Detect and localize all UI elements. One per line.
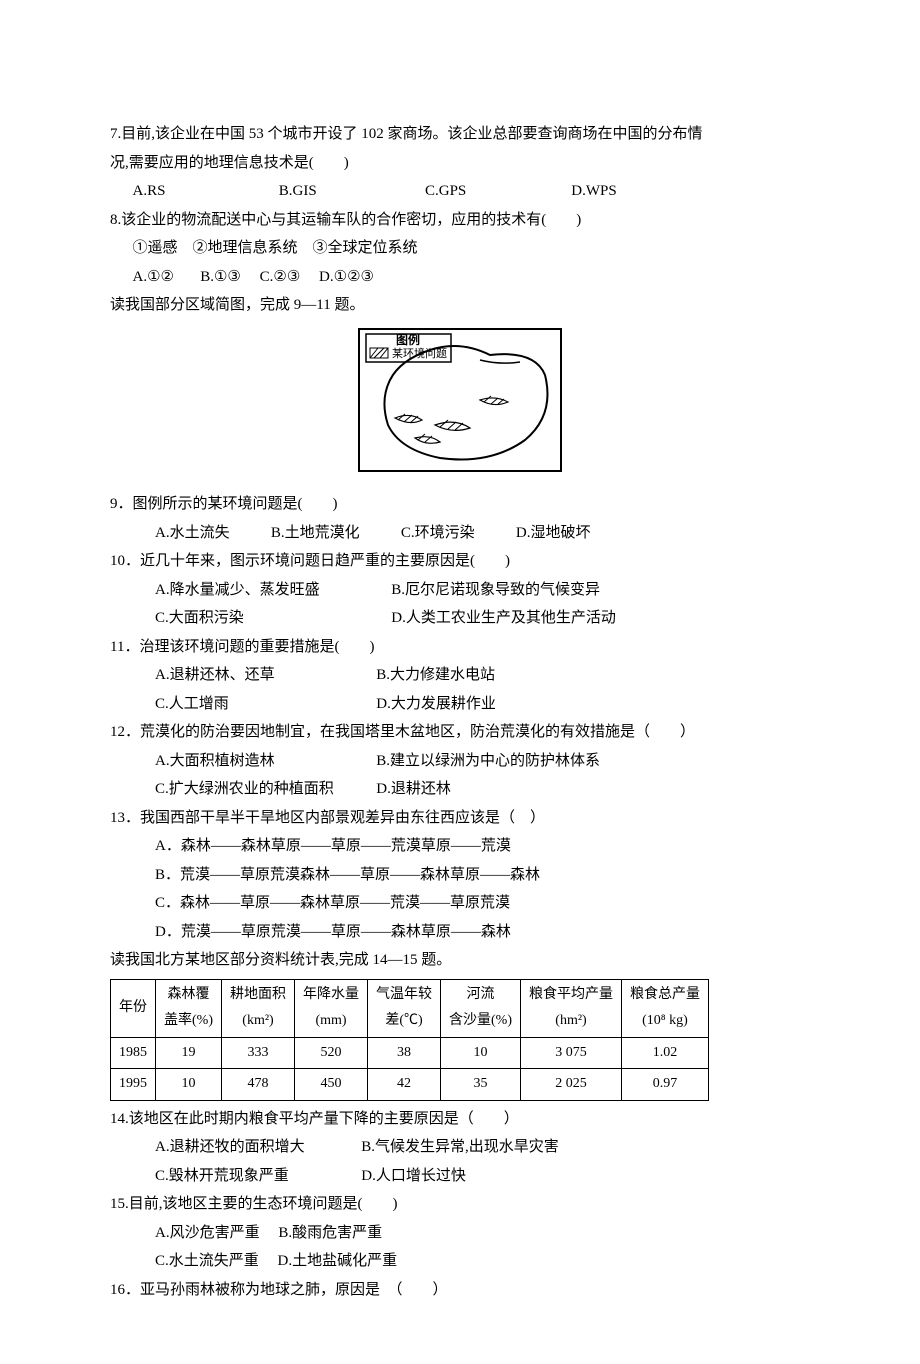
q11-options-row1: A.退耕还林、还草 B.大力修建水电站: [110, 661, 810, 690]
q13-opt-c: C．森林——草原——森林草原——荒漠——草原荒漠: [110, 889, 810, 918]
th-year: 年份: [111, 979, 156, 1037]
q7-opt-b: B.GIS: [279, 177, 384, 206]
cell: 1985: [111, 1037, 156, 1069]
q15-opt-b: B.酸雨危害严重: [278, 1219, 382, 1248]
q15-opt-d: D.土地盐碱化严重: [278, 1247, 398, 1276]
cell: 1.02: [622, 1037, 709, 1069]
q14-stem: 14.该地区在此时期内粮食平均产量下降的主要原因是（ ）: [110, 1105, 810, 1134]
cell: 10: [441, 1037, 521, 1069]
q7-stem-line1: 7.目前,该企业在中国 53 个城市开设了 102 家商场。该企业总部要查询商场…: [110, 120, 810, 149]
q12-options-row1: A.大面积植树造林 B.建立以绿洲为中心的防护林体系: [110, 747, 810, 776]
table-row: 1985 19 333 520 38 10 3 075 1.02: [111, 1037, 709, 1069]
th-rain: 年降水量(mm): [295, 979, 368, 1037]
cell: 35: [441, 1069, 521, 1101]
th-forest: 森林覆盖率(%): [156, 979, 222, 1037]
q9-opt-a: A.水土流失: [155, 519, 230, 548]
q15-opt-a: A.风沙危害严重: [155, 1219, 260, 1248]
q7-stem-line2: 况,需要应用的地理信息技术是( ): [110, 149, 810, 178]
q8-opt-d: D.①②③: [319, 263, 374, 292]
q15-stem: 15.目前,该地区主要的生态环境问题是( ): [110, 1190, 810, 1219]
th-avg: 粮食平均产量(hm²): [521, 979, 622, 1037]
q15-options-row1: A.风沙危害严重 B.酸雨危害严重: [110, 1219, 810, 1248]
cell: 10: [156, 1069, 222, 1101]
q14-opt-c: C.毁林开荒现象严重: [155, 1162, 350, 1191]
q12-options-row2: C.扩大绿洲农业的种植面积 D.退耕还林: [110, 775, 810, 804]
cell: 333: [222, 1037, 295, 1069]
q11-opt-d: D.大力发展耕作业: [376, 690, 541, 719]
map-figure: 图例 某环境问题: [110, 328, 810, 483]
cell: 42: [368, 1069, 441, 1101]
cell: 3 075: [521, 1037, 622, 1069]
q11-opt-b: B.大力修建水电站: [376, 661, 541, 690]
q10-stem: 10．近几十年来，图示环境问题日趋严重的主要原因是( ): [110, 547, 810, 576]
q14-opt-b: B.气候发生异常,出现水旱灾害: [361, 1133, 559, 1162]
cell: 478: [222, 1069, 295, 1101]
th-sand: 河流含沙量(%): [441, 979, 521, 1037]
cell: 1995: [111, 1069, 156, 1101]
q13-stem: 13．我国西部干旱半干旱地区内部景观差异由东往西应该是（ ）: [110, 804, 810, 833]
q7-opt-d: D.WPS: [571, 177, 616, 206]
table-row: 1995 10 478 450 42 35 2 025 0.97: [111, 1069, 709, 1101]
stats-table: 年份 森林覆盖率(%) 耕地面积(km²) 年降水量(mm) 气温年较差(℃) …: [110, 979, 709, 1101]
th-total: 粮食总产量(10⁸ kg): [622, 979, 709, 1037]
q10-opt-d: D.人类工农业生产及其他生产活动: [391, 604, 616, 633]
q10-options-row2: C.大面积污染 D.人类工农业生产及其他生产活动: [110, 604, 810, 633]
q7-opt-a: A.RS: [133, 177, 238, 206]
q13-opt-d: D．荒漠——草原荒漠——草原——森林草原——森林: [110, 918, 810, 947]
q12-opt-b: B.建立以绿洲为中心的防护林体系: [376, 747, 600, 776]
th-farm: 耕地面积(km²): [222, 979, 295, 1037]
q8-opt-b: B.①③: [200, 263, 241, 292]
q14-options-row2: C.毁林开荒现象严重 D.人口增长过快: [110, 1162, 810, 1191]
cell: 38: [368, 1037, 441, 1069]
cell: 0.97: [622, 1069, 709, 1101]
q12-stem: 12．荒漠化的防治要因地制宜，在我国塔里木盆地区，防治荒漠化的有效措施是（ ）: [110, 718, 810, 747]
q8-items: ①遥感 ②地理信息系统 ③全球定位系统: [110, 234, 810, 263]
q10-options-row1: A.降水量减少、蒸发旺盛 B.厄尔尼诺现象导致的气候变异: [110, 576, 810, 605]
q11-stem: 11．治理该环境问题的重要措施是( ): [110, 633, 810, 662]
q9-opt-d: D.湿地破坏: [516, 519, 591, 548]
q11-opt-c: C.人工增雨: [155, 690, 365, 719]
q14-options-row1: A.退耕还牧的面积增大 B.气候发生异常,出现水旱灾害: [110, 1133, 810, 1162]
q13-opt-b: B．荒漠——草原荒漠森林——草原——森林草原——森林: [110, 861, 810, 890]
q8-opt-a: A.①②: [133, 263, 174, 292]
q15-options-row2: C.水土流失严重 D.土地盐碱化严重: [110, 1247, 810, 1276]
table-header-row: 年份 森林覆盖率(%) 耕地面积(km²) 年降水量(mm) 气温年较差(℃) …: [111, 979, 709, 1037]
legend-title-svg: 图例: [396, 332, 420, 347]
q12-opt-c: C.扩大绿洲农业的种植面积: [155, 775, 365, 804]
q12-opt-a: A.大面积植树造林: [155, 747, 365, 776]
q12-opt-d: D.退耕还林: [376, 775, 541, 804]
cell: 450: [295, 1069, 368, 1101]
cell: 2 025: [521, 1069, 622, 1101]
lead-14-15: 读我国北方某地区部分资料统计表,完成 14—15 题。: [110, 946, 810, 975]
q13-opt-a: A．森林——森林草原——草原——荒漠草原——荒漠: [110, 832, 810, 861]
q11-options-row2: C.人工增雨 D.大力发展耕作业: [110, 690, 810, 719]
cell: 19: [156, 1037, 222, 1069]
q8-options: A.①② B.①③ C.②③ D.①②③: [110, 263, 810, 292]
q9-stem: 9．图例所示的某环境问题是( ): [110, 490, 810, 519]
cell: 520: [295, 1037, 368, 1069]
q15-opt-c: C.水土流失严重: [155, 1247, 259, 1276]
th-temp: 气温年较差(℃): [368, 979, 441, 1037]
q11-opt-a: A.退耕还林、还草: [155, 661, 365, 690]
q8-opt-c: C.②③: [260, 263, 301, 292]
q9-opt-c: C.环境污染: [401, 519, 475, 548]
q8-stem: 8.该企业的物流配送中心与其运输车队的合作密切，应用的技术有( ): [110, 206, 810, 235]
lead-9-11: 读我国部分区域简图，完成 9—11 题。: [110, 291, 810, 320]
q10-opt-c: C.大面积污染: [155, 604, 380, 633]
q7-options: A.RS B.GIS C.GPS D.WPS: [110, 177, 810, 206]
q10-opt-b: B.厄尔尼诺现象导致的气候变异: [391, 576, 600, 605]
q10-opt-a: A.降水量减少、蒸发旺盛: [155, 576, 380, 605]
q14-opt-a: A.退耕还牧的面积增大: [155, 1133, 350, 1162]
q7-opt-c: C.GPS: [425, 177, 530, 206]
q9-opt-b: B.土地荒漠化: [271, 519, 360, 548]
q14-opt-d: D.人口增长过快: [361, 1162, 526, 1191]
q9-options: A.水土流失 B.土地荒漠化 C.环境污染 D.湿地破坏: [110, 519, 810, 548]
q16-stem: 16．亚马孙雨林被称为地球之肺，原因是 （ ）: [110, 1276, 810, 1305]
